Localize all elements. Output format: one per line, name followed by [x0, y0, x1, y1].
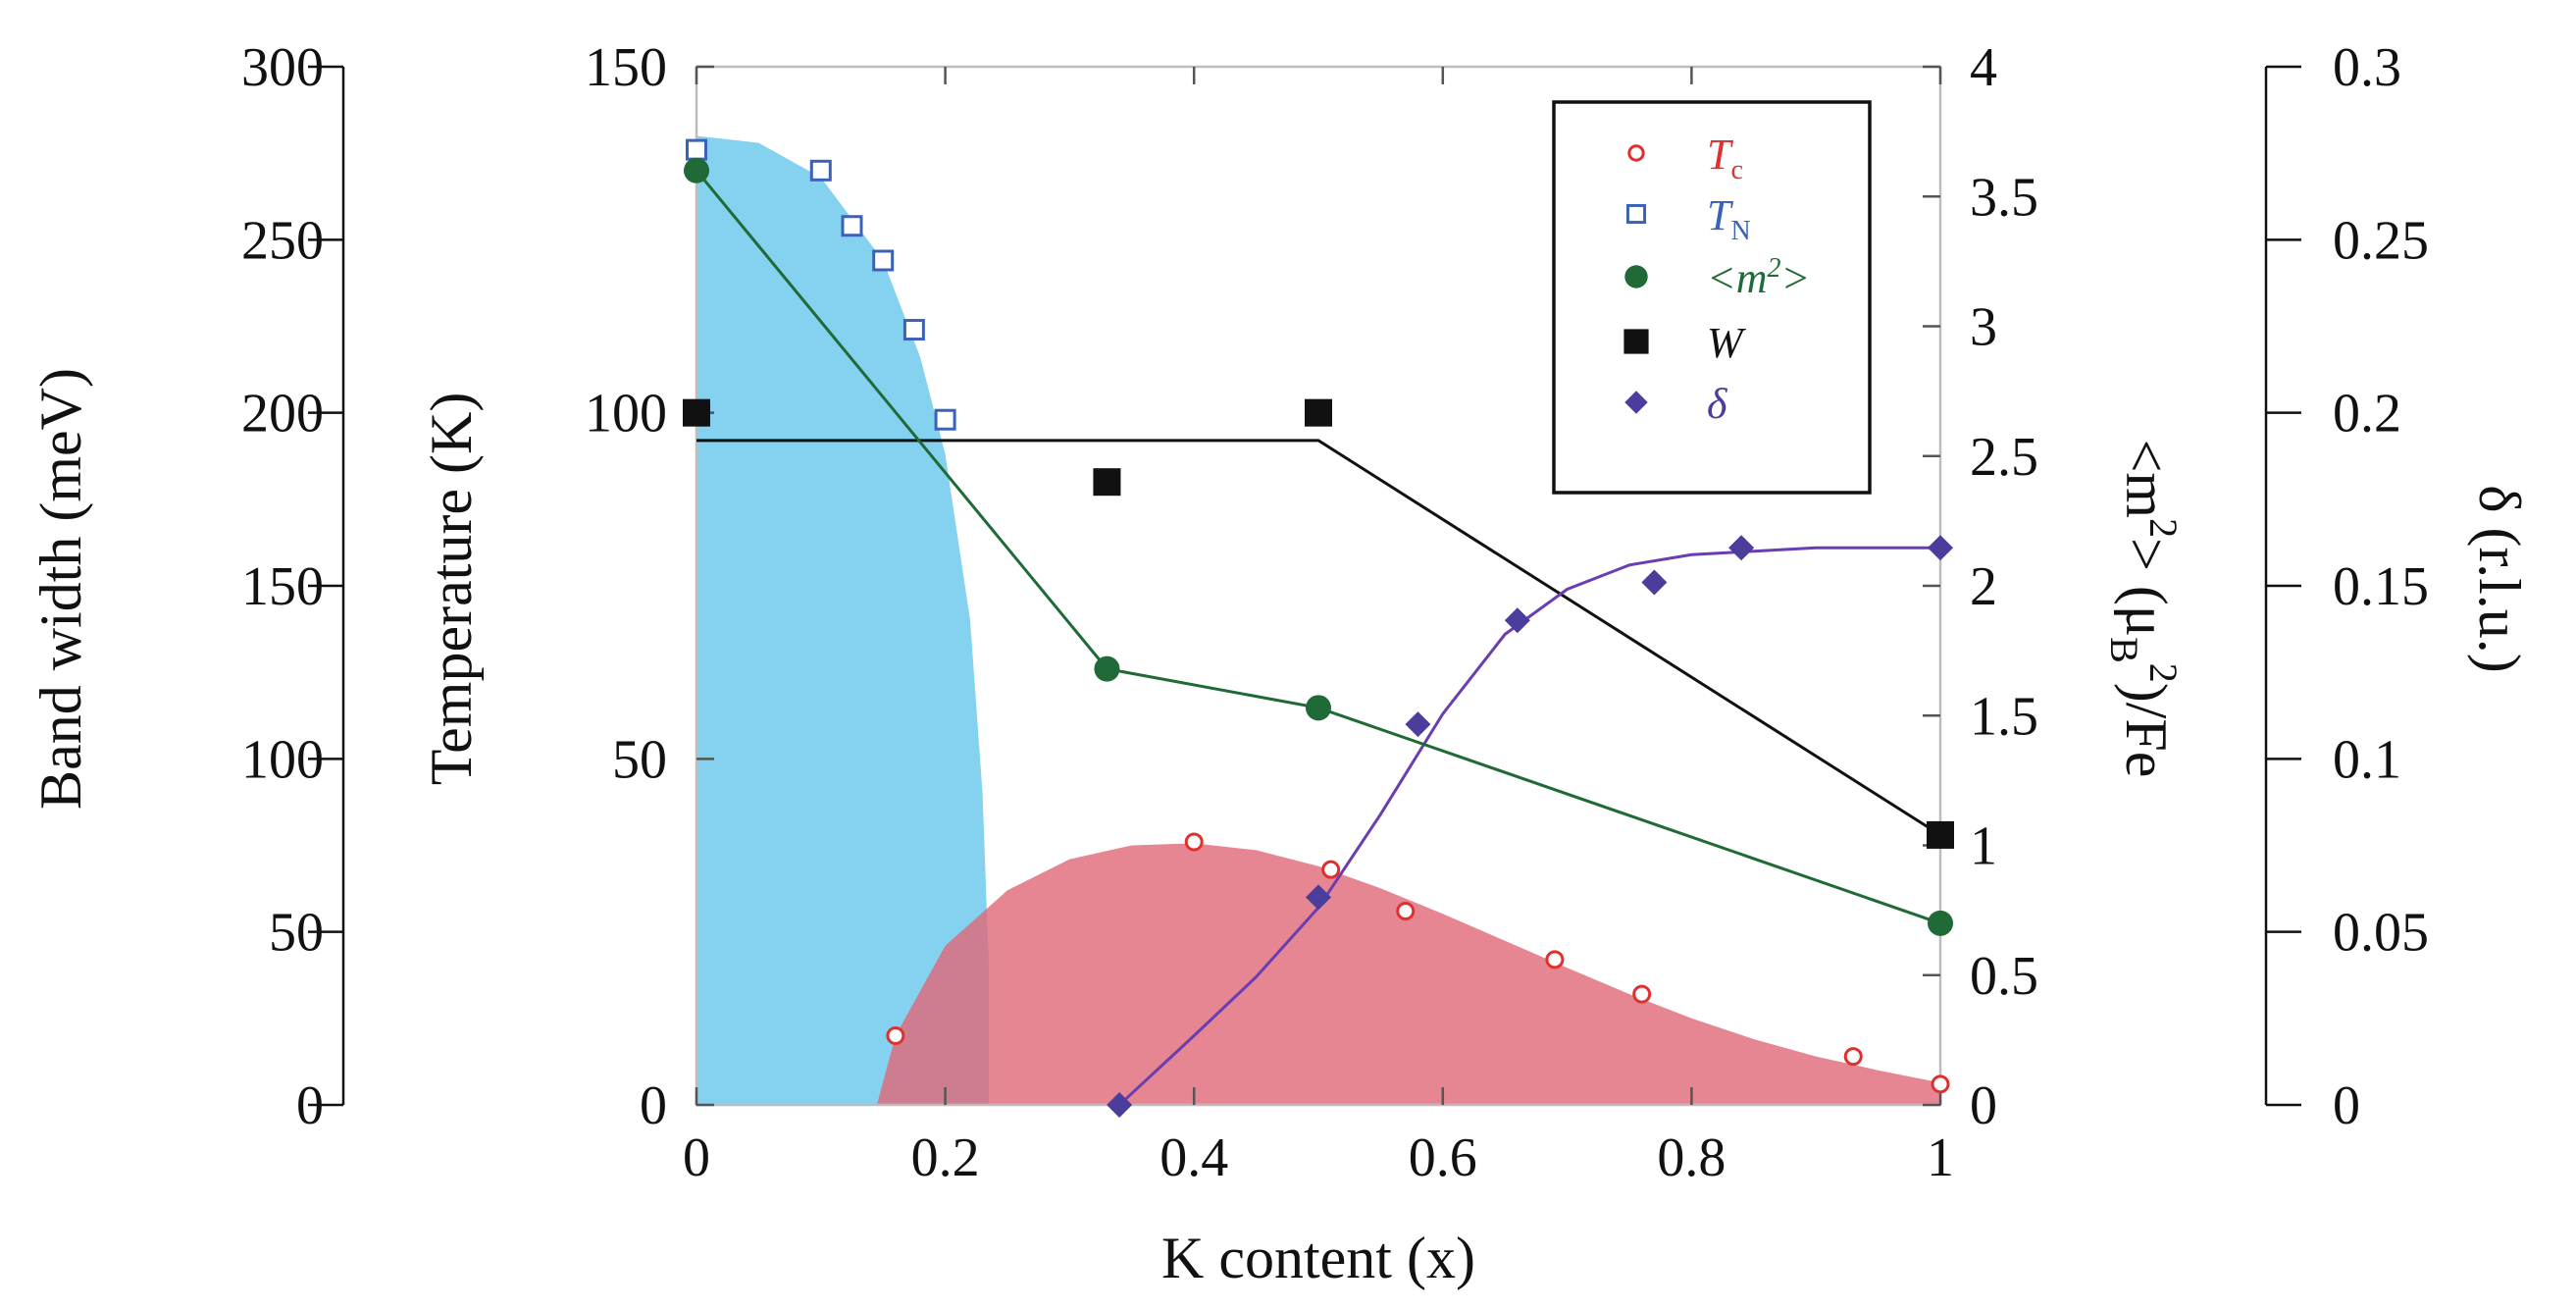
W-fit-line	[696, 439, 1941, 837]
delta-tick-label: 0.1	[2333, 729, 2401, 790]
moment-tick-label: 3.5	[1970, 167, 2038, 228]
m2-point	[1094, 655, 1120, 682]
region-afm	[696, 135, 989, 1105]
TN-point	[872, 249, 895, 272]
delta-point	[1728, 535, 1755, 561]
legend-label-TN: TN	[1707, 191, 1751, 246]
temperature-tick-label: 50	[612, 729, 667, 790]
delta-point	[1504, 607, 1530, 634]
delta-tick-label: 0.05	[2333, 903, 2429, 964]
TN-point	[841, 215, 863, 237]
x-tick-label: 0.4	[1159, 1127, 1228, 1188]
legend-label-Tc: Tc	[1707, 131, 1743, 185]
band_width-tick-label: 300	[241, 37, 324, 98]
Tc-point	[1184, 832, 1204, 852]
temperature-tick-label: 100	[585, 384, 667, 445]
x-tick-label: 1	[1927, 1127, 1954, 1188]
delta-tick-label: 0.2	[2333, 384, 2401, 445]
x-axis-title: K content (x)	[1161, 1226, 1475, 1290]
band-width-axis-title: Band width (meV)	[28, 368, 93, 810]
W-point	[1305, 398, 1332, 427]
legend-label-W: W	[1707, 319, 1746, 367]
temperature-tick-label: 150	[585, 37, 667, 98]
moment-tick-label: 2.5	[1970, 427, 2038, 488]
moment-tick-label: 4	[1970, 37, 1997, 98]
Tc-point	[886, 1025, 905, 1045]
moment-tick-label: 1	[1970, 816, 1997, 877]
delta-point	[1405, 711, 1431, 738]
delta-fit-line	[1118, 546, 1940, 1107]
legend-marker-m2	[1624, 265, 1648, 288]
moment-tick-label: 0.5	[1970, 946, 2038, 1007]
legend-marker-delta	[1624, 391, 1648, 414]
m2-point	[684, 157, 709, 183]
TN-point	[934, 408, 956, 431]
Tc-point	[1843, 1047, 1863, 1067]
TN-point	[902, 319, 925, 341]
legend-marker-Tc	[1627, 144, 1645, 162]
m2-point	[1928, 910, 1953, 936]
Tc-point	[1321, 860, 1341, 879]
band_width-tick-label: 200	[241, 384, 324, 445]
Tc-point	[1396, 902, 1416, 921]
moment-tick-label: 0	[1970, 1075, 1997, 1136]
legend-box	[1552, 100, 1872, 495]
delta-point	[1107, 1092, 1133, 1118]
moment-tick-label: 1.5	[1970, 686, 2038, 747]
legend-label-m2: <m2>	[1707, 253, 1810, 302]
m2-point	[1306, 695, 1331, 721]
delta-axis-title: δ (r.l.u.)	[2467, 485, 2532, 673]
band_width-tick-label: 150	[241, 556, 324, 617]
legend: Tc TN <m2> Wδ	[1552, 100, 1872, 495]
W-point	[1093, 468, 1121, 497]
TN-point	[686, 138, 707, 161]
moment-tick-label: 3	[1970, 297, 1997, 358]
delta-tick-label: 0.3	[2333, 37, 2401, 98]
delta-point	[1641, 569, 1668, 596]
Tc-point	[1931, 1074, 1950, 1094]
moment-tick-label: 2	[1970, 556, 1997, 617]
delta-point	[1928, 535, 1953, 561]
region-sc	[876, 843, 1940, 1105]
x-tick-label: 0	[683, 1127, 710, 1188]
x-tick-label: 0.6	[1409, 1127, 1477, 1188]
marks-layer	[683, 138, 1954, 1118]
TN-point	[809, 159, 832, 182]
temperature-tick-label: 0	[640, 1075, 667, 1136]
W-point	[1927, 820, 1954, 849]
legend-marker-TN	[1625, 203, 1647, 225]
temperature-axis-title: Temperature (K)	[419, 393, 484, 786]
Tc-point	[1545, 950, 1565, 969]
delta-point	[1306, 884, 1331, 911]
x-tick-label: 0.2	[911, 1127, 980, 1188]
lines-layer	[695, 169, 1941, 1107]
band_width-tick-label: 100	[241, 729, 324, 790]
regions-layer	[696, 135, 1940, 1105]
Tc-point	[1632, 984, 1652, 1004]
delta-tick-label: 0	[2333, 1075, 2360, 1136]
band_width-tick-label: 250	[241, 210, 324, 271]
delta-tick-label: 0.25	[2333, 210, 2429, 271]
axis-titles: K content (x) Band width (meV) Temperatu…	[28, 368, 2532, 1290]
legend-marker-W	[1623, 329, 1649, 354]
band_width-tick-label: 0	[296, 1075, 324, 1136]
m2-series-line	[695, 169, 1941, 925]
x-tick-label: 0.8	[1657, 1127, 1726, 1188]
W-point	[683, 398, 710, 427]
axes-layer: 05010015020025030005010015000.511.522.53…	[241, 37, 2429, 1188]
legend-label-delta: δ	[1707, 380, 1728, 428]
delta-tick-label: 0.15	[2333, 556, 2429, 617]
moment-axis-title: <m2> (μB2)/Fe	[2102, 440, 2186, 778]
band_width-tick-label: 50	[269, 903, 324, 964]
